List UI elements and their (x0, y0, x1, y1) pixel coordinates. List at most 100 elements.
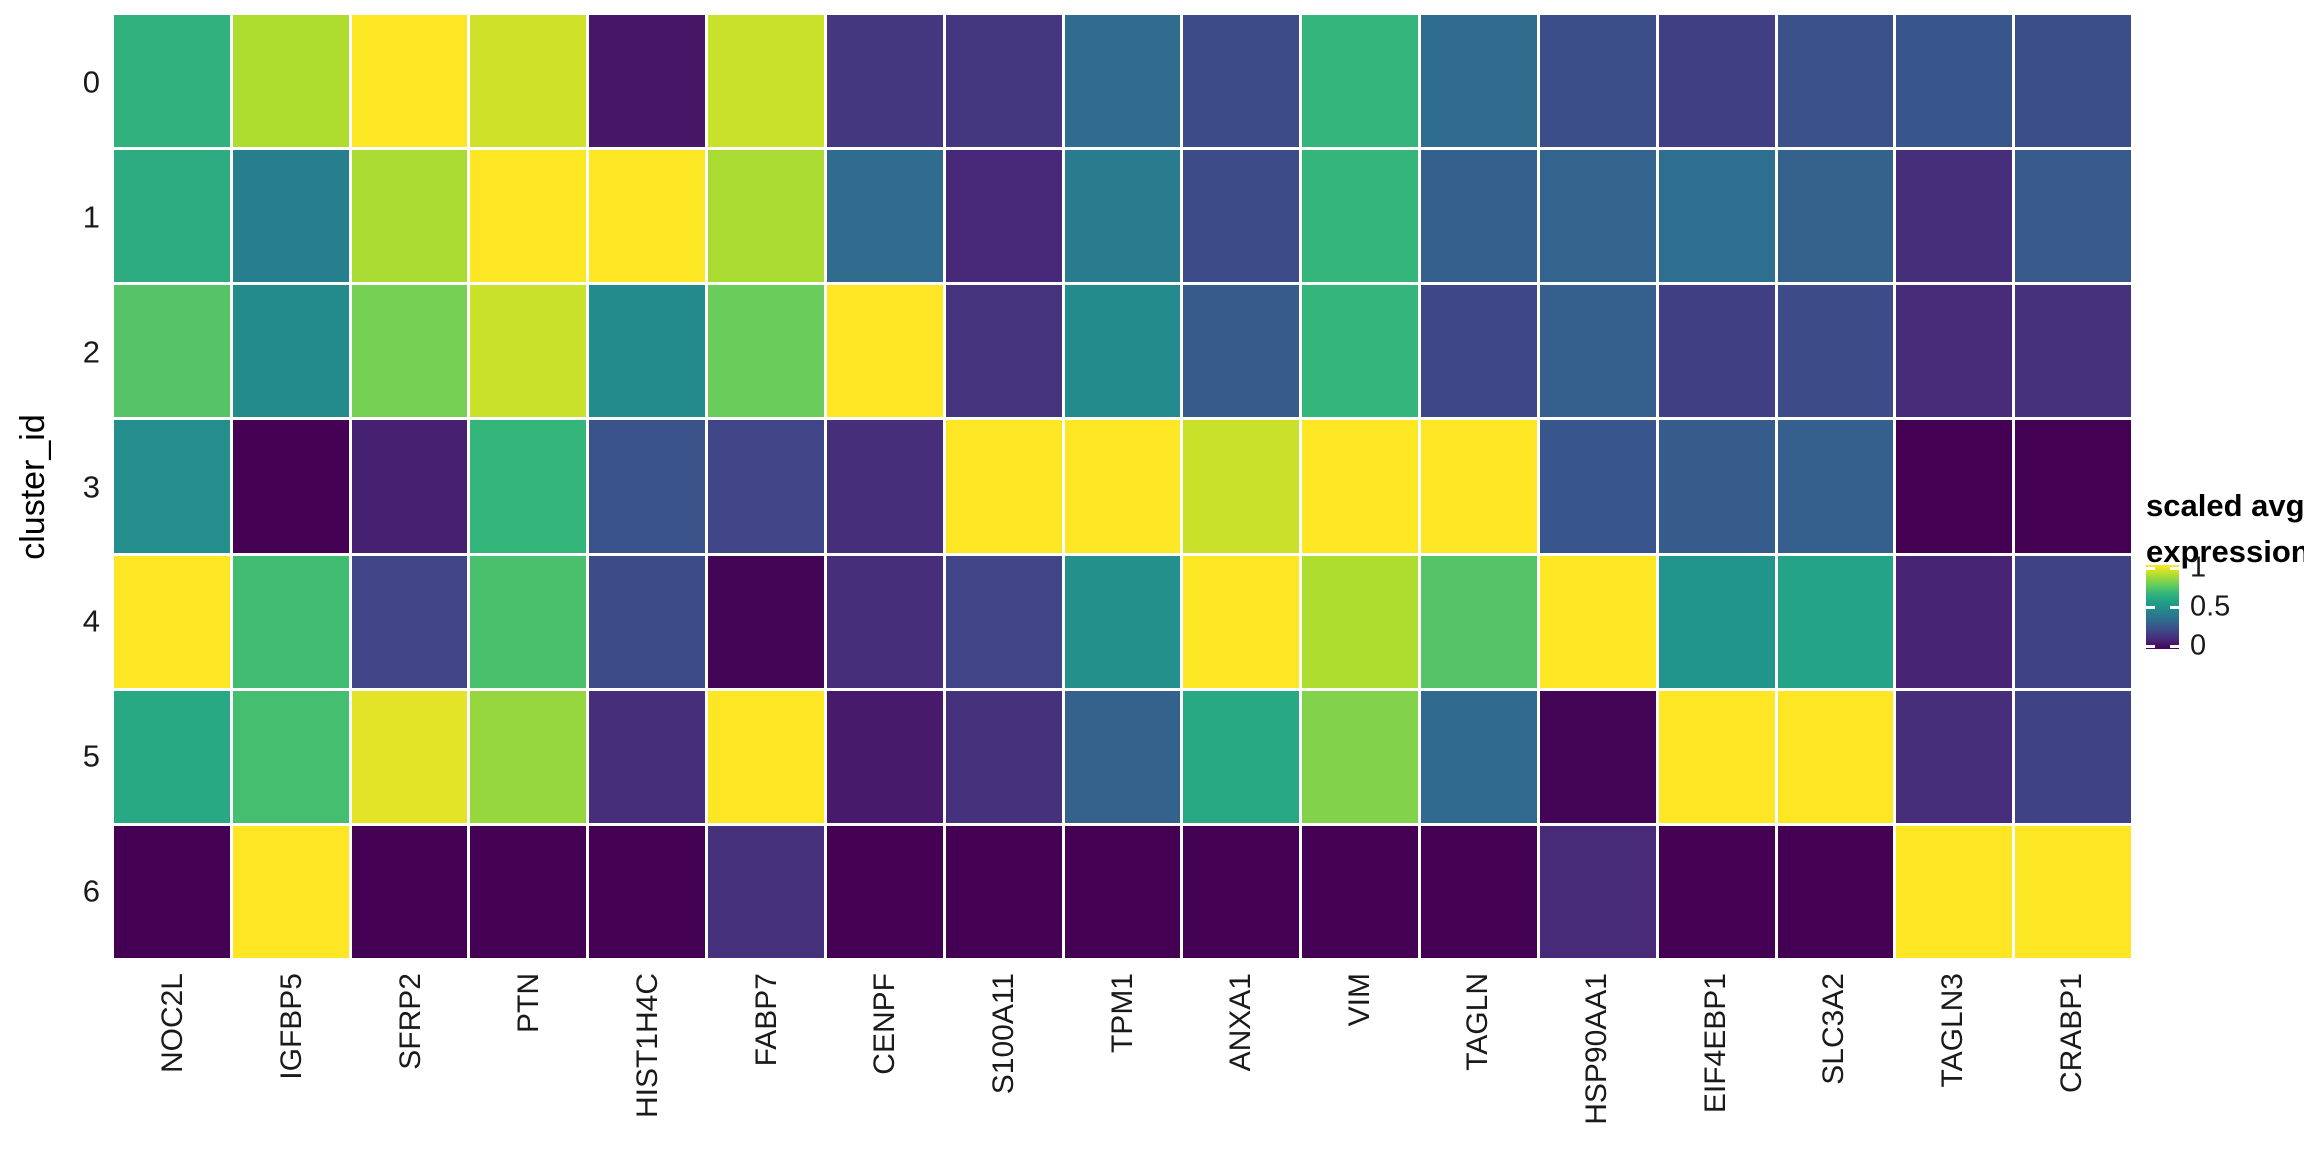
heatmap-cell (826, 690, 943, 823)
legend-tick-label: 0 (2190, 629, 2207, 662)
heatmap-cell (1777, 825, 1894, 958)
legend-tick-mark (2146, 566, 2155, 570)
heatmap-cell (232, 150, 349, 283)
heatmap-cell (1777, 150, 1894, 283)
y-axis-label: 4 (82, 603, 100, 639)
heatmap-cell (708, 420, 824, 553)
heatmap-cell (2015, 555, 2131, 688)
heatmap-cell (1183, 420, 1300, 553)
y-axis-label: 3 (82, 469, 100, 504)
heatmap-cell (589, 15, 706, 148)
y-axis-label: 0 (82, 64, 100, 100)
heatmap-cell (1896, 150, 2013, 283)
heatmap-cell (2015, 285, 2131, 418)
heatmap-cell (1658, 420, 1775, 553)
heatmap-cell (708, 285, 824, 418)
heatmap-cell (1896, 285, 2013, 418)
heatmap-cell (1539, 285, 1656, 418)
heatmap-cell (708, 555, 824, 688)
x-axis-label: IGFBP5 (274, 973, 308, 1080)
x-axis-label: HIST1H4C (630, 973, 664, 1119)
heatmap-cell (1183, 690, 1300, 823)
heatmap-cell (1777, 420, 1894, 553)
heatmap-cell (1302, 15, 1419, 148)
heatmap-cell (1421, 15, 1537, 148)
x-axis-label: VIM (1342, 973, 1376, 1027)
heatmap-cell (1421, 825, 1537, 958)
heatmap-cell (945, 285, 1062, 418)
heatmap-cell (1421, 285, 1537, 418)
heatmap-cell (1777, 15, 1894, 148)
heatmap-cell (826, 285, 943, 418)
heatmap-cell (470, 420, 587, 553)
heatmap-cell (351, 285, 468, 418)
heatmap-cell (589, 825, 706, 958)
heatmap-cell (351, 825, 468, 958)
legend-tick-label: 1 (2190, 551, 2207, 584)
heatmap-cell (1064, 555, 1181, 688)
heatmap-cell (1658, 285, 1775, 418)
heatmap-cell (1658, 555, 1775, 688)
x-axis-label: PTN (512, 973, 546, 1033)
legend-tick-label: 0.5 (2190, 590, 2231, 623)
heatmap-cell (1777, 285, 1894, 418)
heatmap-cell (1064, 285, 1181, 418)
heatmap-cell (351, 555, 468, 688)
heatmap-cell (826, 555, 943, 688)
heatmap-cell (470, 150, 587, 283)
heatmap-cell (1539, 825, 1656, 958)
heatmap-cell (708, 150, 824, 283)
heatmap-cell (826, 825, 943, 958)
heatmap-cell (1183, 555, 1300, 688)
y-axis-label: 6 (82, 873, 100, 909)
heatmap-cell (470, 15, 587, 148)
heatmap-cell (1183, 285, 1300, 418)
heatmap-cell (232, 285, 349, 418)
heatmap-cell (114, 825, 230, 958)
heatmap-cell (1896, 420, 2013, 553)
heatmap-cell (1421, 690, 1537, 823)
heatmap-cell (589, 555, 706, 688)
heatmap-cell (1302, 825, 1419, 958)
heatmap-cell (1539, 555, 1656, 688)
y-axis-label: 2 (82, 334, 100, 370)
heatmap-cell (1302, 150, 1419, 283)
heatmap-cell (589, 150, 706, 283)
heatmap-cell (1896, 825, 2013, 958)
heatmap-cell (470, 825, 587, 958)
heatmap-cell (1658, 690, 1775, 823)
heatmap-cell (2015, 150, 2131, 283)
heatmap-cell (114, 15, 230, 148)
heatmap-cell (2015, 690, 2131, 823)
heatmap-cell (945, 690, 1062, 823)
heatmap-cell (470, 285, 587, 418)
heatmap-cell (232, 15, 349, 148)
heatmap-cell (826, 15, 943, 148)
heatmap-cell (114, 555, 230, 688)
heatmap-cell (351, 150, 468, 283)
heatmap-cell (708, 15, 824, 148)
heatmap-cell (945, 420, 1062, 553)
x-axis-label: SLC3A2 (1817, 973, 1851, 1085)
heatmap-cell (1064, 15, 1181, 148)
y-axis-label: 1 (82, 199, 100, 235)
heatmap-cell (1183, 150, 1300, 283)
heatmap-cell (114, 285, 230, 418)
heatmap-cell (232, 825, 349, 958)
x-axis-label: SFRP2 (393, 973, 427, 1070)
heatmap-cell (1064, 690, 1181, 823)
heatmap-cell (945, 150, 1062, 283)
legend-tick-mark (2146, 605, 2155, 609)
x-axis-label: TPM1 (1105, 973, 1139, 1054)
x-axis-label: S100A11 (986, 973, 1020, 1095)
heatmap-cell (114, 150, 230, 283)
heatmap-cell (1302, 285, 1419, 418)
legend-tick-mark (2170, 605, 2179, 609)
heatmap-cell (1539, 150, 1656, 283)
legend-title-line1: scaled avg. (2146, 488, 2304, 523)
heatmap-cell (1658, 150, 1775, 283)
legend-tick-mark (2170, 644, 2179, 648)
legend-tick-mark (2170, 566, 2179, 570)
heatmap-cell (1896, 555, 2013, 688)
